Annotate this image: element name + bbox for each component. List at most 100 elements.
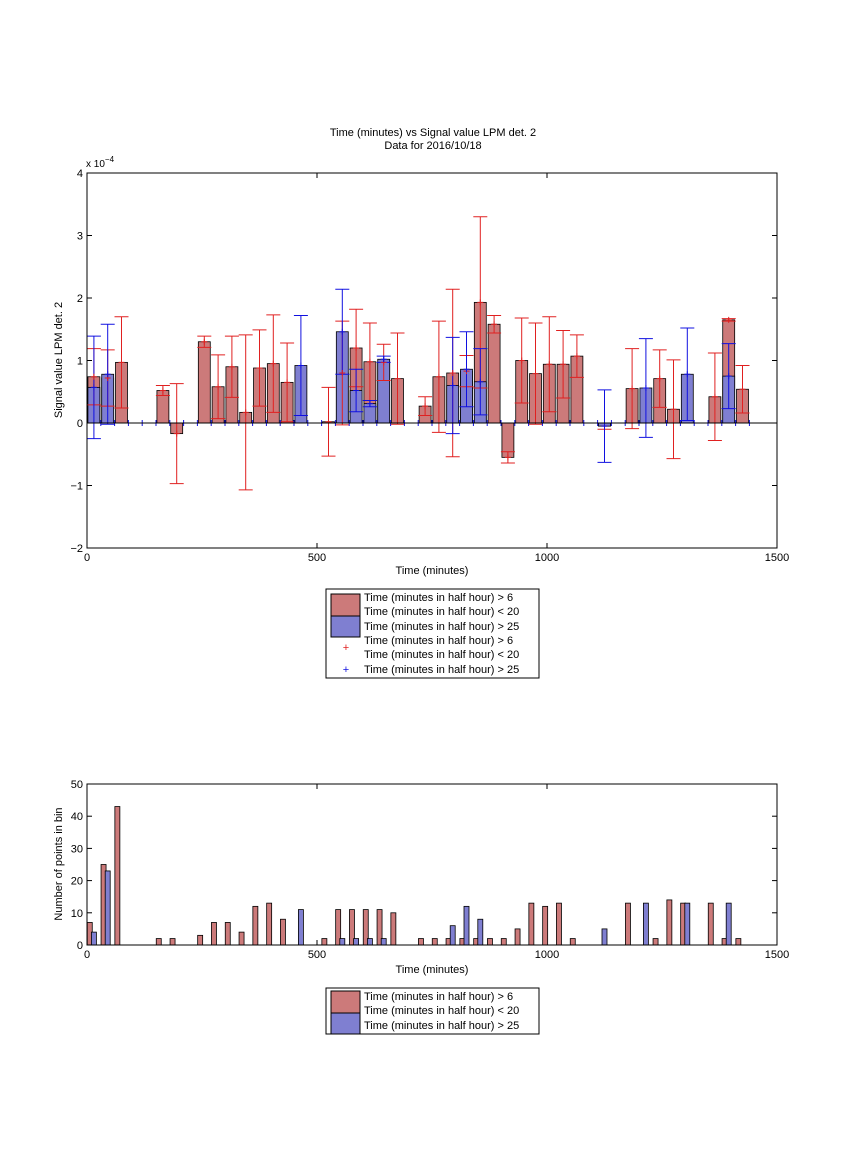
hist-x-tick-label-0: 0 [84,949,90,961]
hist-y-tick-label-1: 10 [71,908,83,920]
hist-bar-blue-13 [725,902,732,946]
chart-1-legend-swatch-blue [330,615,361,638]
hist-bar-red-10 [266,902,273,946]
hist-bar-blue-6 [380,938,387,946]
hist-bar-red-11 [280,918,286,946]
hist-bar-blue-2 [297,909,304,946]
hist-bar-red-6 [211,922,217,946]
hist-bar-red-31 [652,938,659,946]
chart-2-legend-box [325,987,540,1035]
hist-bar-red-23 [487,938,493,946]
chart-1-legend-entry-2: Time (minutes in half hour) < 20 [364,606,519,618]
chart-2-x-axis-label: Time (minutes) [396,964,469,976]
chart-1-legend-swatch-red [330,593,361,617]
hist-bar-blue-1 [104,870,111,946]
chart-1-y-exponent: x 10−4 [86,155,115,170]
hist-bar-red-5 [197,934,204,946]
chart-2-bars [86,806,742,946]
bar-red-5 [197,341,211,424]
chart-1-plot-area [86,172,778,549]
chart-1-axes-box [86,172,778,549]
y-tick-label-1: −1 [70,481,83,493]
chart-2-legend-entry-1: Time (minutes in half hour) > 6 [364,991,513,1003]
chart-2-ticks [86,783,778,946]
hist-bar-red-26 [528,902,535,946]
hist-bar-red-34 [707,902,714,946]
chart-2-x-tick-labels: 0 500 1000 1500 [84,949,789,961]
chart-2-y-axis-label: Number of points in bin [53,807,65,920]
chart-1-legend-box [325,588,540,679]
y-tick-label-3: 1 [77,356,83,368]
chart-1-legend-marker-blue: + [343,664,349,676]
chart-1-markers [86,299,750,461]
chart-1-legend-entry-5: Time (minutes in half hour) < 20 [364,649,519,661]
chart-1-legend-marker-red: + [343,642,349,654]
hist-bar-blue-11 [643,902,649,946]
chart-1-error-bars [86,216,750,491]
hist-bar-red-4 [169,938,176,946]
hist-bar-blue-4 [353,938,360,946]
chart-2-axes-box [86,783,778,946]
hist-x-tick-label-3: 1500 [765,949,789,961]
hist-bar-red-30 [625,902,631,946]
chart-2-y-tick-labels: 0 10 20 30 40 50 [71,779,83,952]
hist-bar-red-36 [735,938,742,946]
chart-1-legend-entry-1: Time (minutes in half hour) > 6 [364,592,513,604]
hist-bar-blue-5 [366,938,373,946]
hist-bar-red-17 [390,912,397,946]
hist-bar-red-2 [114,806,121,946]
x-tick-label-0: 0 [84,552,90,564]
chart-2-legend-entry-2: Time (minutes in half hour) < 20 [364,1005,519,1017]
chart-2-legend: Time (minutes in half hour) > 6 Time (mi… [325,987,540,1035]
hist-bar-red-28 [556,902,562,946]
chart-2-legend-entry-3: Time (minutes in half hour) > 25 [364,1020,519,1032]
chart-1-title: Time (minutes) vs Signal value LPM det. … [330,127,536,139]
x-tick-label-3: 1500 [765,552,789,564]
chart-1: Time (minutes) vs Signal value LPM det. … [53,127,789,679]
hist-bar-red-29 [569,938,576,946]
y-tick-label-2: 0 [77,418,83,430]
hist-bar-blue-8 [463,905,470,946]
chart-1-x-axis-label: Time (minutes) [396,565,469,577]
hist-x-tick-label-1: 500 [308,949,326,961]
chart-1-legend: + + Time (minutes in half hour) > 6 Time… [325,588,540,679]
y-tick-label-0: −2 [70,543,83,555]
chart-1-subtitle: Data for 2016/10/18 [384,140,481,152]
chart-1-x-tick-labels: 0 500 1000 1500 [84,552,789,564]
hist-bar-blue-9 [477,918,484,946]
hist-bar-blue-10 [601,928,608,946]
hist-bar-blue-0 [91,931,97,946]
y-tick-label-5: 3 [77,231,83,243]
chart-1-y-tick-labels: −2 −1 0 1 2 3 4 [70,168,83,555]
chart-1-legend-entry-4: Time (minutes in half hour) > 6 [364,635,513,647]
x-tick-label-2: 1000 [535,552,559,564]
hist-bar-red-18 [418,938,424,946]
hist-bar-blue-3 [339,938,346,946]
chart-1-y-exponent-base: x 10 [86,159,105,170]
y-tick-label-4: 2 [77,293,83,305]
hist-x-tick-label-2: 1000 [535,949,559,961]
y-tick-label-6: 4 [77,168,83,180]
x-tick-label-1: 500 [308,552,326,564]
chart-1-bars [87,301,749,458]
chart-2-legend-swatch-blue [330,1012,361,1035]
hist-bar-red-32 [666,899,673,946]
hist-y-tick-label-0: 0 [77,940,83,952]
hist-bar-red-27 [542,905,549,946]
hist-bar-red-19 [431,938,438,946]
hist-y-tick-label-3: 30 [71,843,83,855]
hist-y-tick-label-5: 50 [71,779,83,791]
bar-red-23 [487,323,501,424]
hist-bar-red-9 [252,905,259,946]
hist-bar-red-25 [514,928,521,946]
hist-y-tick-label-2: 20 [71,876,83,888]
hist-bar-blue-7 [449,925,456,946]
hist-bar-blue-12 [684,902,691,946]
hist-bar-red-3 [155,938,162,946]
chart-2-plot-area [86,783,778,946]
hist-bar-red-7 [224,922,231,946]
hist-bar-red-8 [238,931,245,946]
chart-1-y-axis-label: Signal value LPM det. 2 [53,302,65,418]
